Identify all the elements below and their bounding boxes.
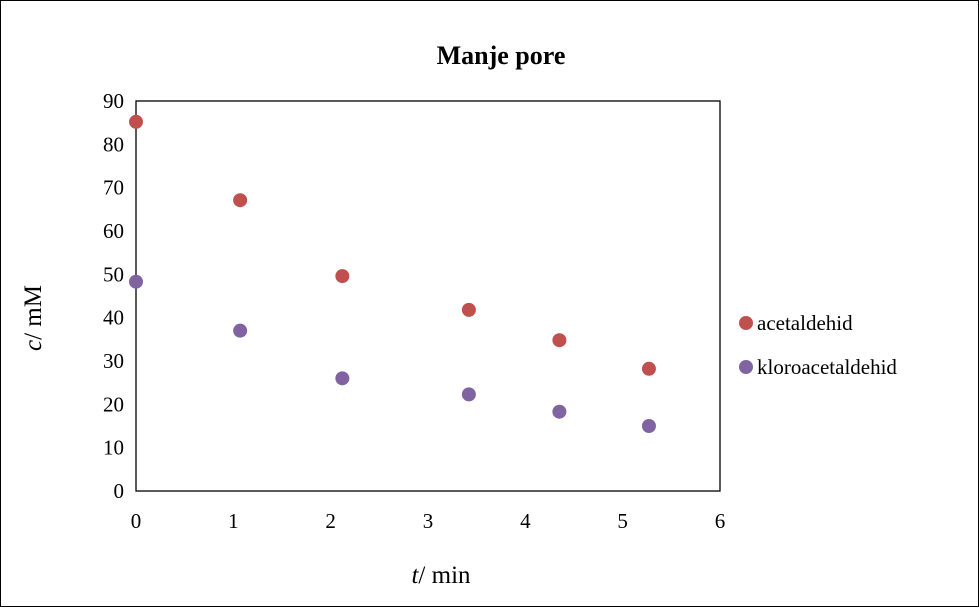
data-point-acetaldehid [129, 114, 143, 129]
data-point-kloroacetaldehid [129, 274, 143, 289]
legend: acetaldehid kloroacetaldehid [739, 311, 897, 379]
y-tick-label: 10 [103, 436, 124, 460]
data-points [129, 114, 656, 433]
x-axis-variable: t [411, 562, 419, 589]
legend-label-kloroacetaldehid: kloroacetaldehid [757, 355, 897, 379]
x-tick-label: 1 [228, 509, 239, 533]
data-point-acetaldehid [461, 302, 476, 317]
plot-area [135, 100, 721, 492]
x-tick-label: 6 [715, 509, 726, 533]
y-axis-unit: / mM [20, 285, 47, 340]
y-tick-label: 70 [103, 176, 124, 200]
x-axis-ticks: 0 1 2 3 4 5 6 [131, 509, 726, 533]
data-point-kloroacetaldehid [335, 371, 350, 386]
data-point-acetaldehid [552, 333, 567, 348]
y-tick-label: 80 [103, 132, 124, 156]
y-axis-label: c/ mM [20, 285, 47, 351]
y-tick-label: 30 [103, 349, 124, 373]
legend-marker-acetaldehid [739, 316, 753, 330]
y-axis-variable: c [20, 340, 47, 351]
y-tick-label: 50 [103, 262, 124, 286]
y-tick-label: 60 [103, 219, 124, 243]
y-axis-ticks: 0 10 20 30 40 50 60 70 80 90 [103, 89, 124, 503]
y-tick-label: 90 [103, 89, 124, 113]
legend-marker-kloroacetaldehid [739, 360, 753, 374]
x-tick-label: 5 [617, 509, 628, 533]
x-axis-unit: / min [418, 562, 471, 589]
x-tick-label: 3 [423, 509, 434, 533]
data-point-kloroacetaldehid [552, 404, 567, 419]
x-tick-label: 0 [131, 509, 142, 533]
data-point-kloroacetaldehid [233, 323, 248, 338]
data-point-kloroacetaldehid [461, 387, 476, 402]
x-axis-label: t/ min [411, 562, 471, 589]
chart-title: Manje pore [437, 41, 566, 70]
y-tick-label: 0 [114, 479, 125, 503]
legend-label-acetaldehid: acetaldehid [757, 311, 853, 335]
x-tick-label: 2 [325, 509, 336, 533]
x-tick-label: 4 [520, 509, 531, 533]
data-point-acetaldehid [641, 361, 656, 376]
data-point-acetaldehid [233, 193, 248, 208]
data-point-acetaldehid [335, 269, 350, 284]
y-tick-label: 40 [103, 306, 124, 330]
y-tick-label: 20 [103, 392, 124, 416]
data-point-kloroacetaldehid [641, 419, 656, 433]
